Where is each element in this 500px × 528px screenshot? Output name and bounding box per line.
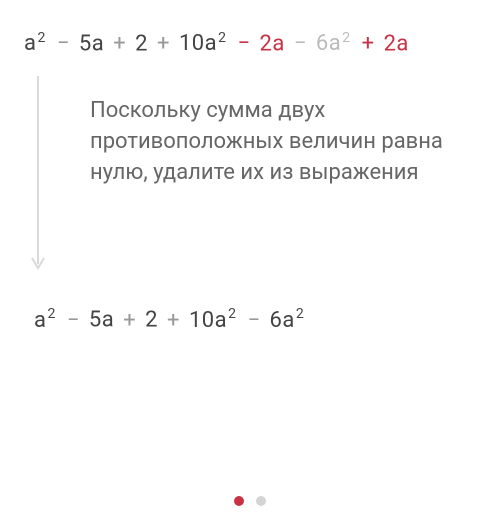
explanation-text: Поскольку сумма двух противоположных вел… xyxy=(90,76,476,188)
plus-op: + xyxy=(113,31,126,56)
minus-op-faded: − xyxy=(294,31,307,56)
step-explanation-block: Поскольку сумма двух противоположных вел… xyxy=(24,76,476,276)
term-2: 2 xyxy=(145,308,158,333)
term-6a-squared: 6a2 xyxy=(270,308,307,333)
term-a-squared: a2 xyxy=(24,31,48,56)
term-5a: 5a xyxy=(79,31,104,56)
term-2: 2 xyxy=(135,31,148,56)
expression-before: a2 − 5a + 2 + 10a2 − 2a − 6a2 + 2a xyxy=(24,30,476,56)
term-10a-squared: 10a2 xyxy=(189,308,239,333)
minus-op: − xyxy=(247,308,260,333)
term-2a-highlight: 2a xyxy=(260,31,285,56)
term-a-squared: a2 xyxy=(34,308,58,333)
minus-op-highlight: − xyxy=(237,31,250,56)
minus-op: − xyxy=(57,31,70,56)
minus-op: − xyxy=(67,308,80,333)
plus-op: + xyxy=(123,308,136,333)
pagination-dot-active[interactable] xyxy=(234,496,244,506)
term-6a-squared-faded: 6a2 xyxy=(316,31,353,56)
term-5a: 5a xyxy=(89,308,114,333)
term-10a-squared: 10a2 xyxy=(179,31,229,56)
pagination-dots xyxy=(234,496,266,506)
plus-op: + xyxy=(157,31,170,56)
expression-after: a2 − 5a + 2 + 10a2 − 6a2 xyxy=(34,306,476,332)
plus-op-highlight: + xyxy=(362,31,375,56)
plus-op: + xyxy=(167,308,180,333)
down-arrow-icon xyxy=(30,76,70,276)
term-2a-highlight-2: 2a xyxy=(384,31,409,56)
pagination-dot-inactive[interactable] xyxy=(256,496,266,506)
